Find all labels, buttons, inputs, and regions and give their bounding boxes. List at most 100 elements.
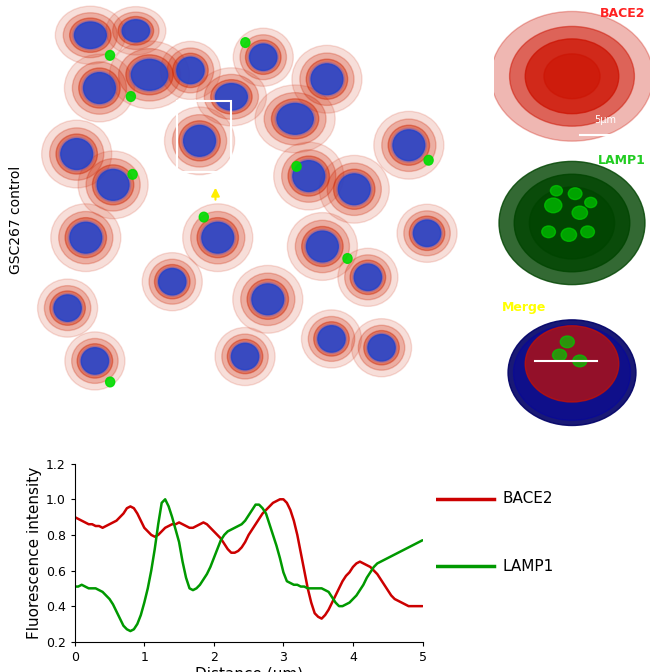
Ellipse shape [350,260,385,294]
Ellipse shape [255,85,335,153]
Ellipse shape [491,11,650,141]
Ellipse shape [272,99,318,139]
Ellipse shape [200,212,209,222]
Ellipse shape [42,120,112,188]
Ellipse shape [183,126,216,157]
Ellipse shape [159,269,186,295]
Ellipse shape [56,134,98,174]
Ellipse shape [172,115,227,167]
Ellipse shape [54,295,81,321]
Ellipse shape [308,317,355,362]
Ellipse shape [525,326,619,402]
Ellipse shape [58,212,113,264]
Ellipse shape [59,137,94,171]
Ellipse shape [525,39,619,114]
Ellipse shape [70,222,101,253]
Ellipse shape [179,121,220,161]
Ellipse shape [105,377,114,387]
X-axis label: Distance (μm): Distance (μm) [194,667,303,672]
Ellipse shape [327,163,382,216]
Ellipse shape [65,332,125,390]
Ellipse shape [149,259,196,304]
Ellipse shape [233,28,293,86]
Ellipse shape [55,6,125,65]
Ellipse shape [112,12,159,50]
Ellipse shape [182,124,217,158]
Ellipse shape [73,21,108,50]
Ellipse shape [190,212,245,264]
Ellipse shape [410,216,445,251]
Ellipse shape [318,326,345,352]
Ellipse shape [60,138,92,169]
Ellipse shape [306,59,348,99]
Ellipse shape [247,280,289,319]
Ellipse shape [126,55,173,95]
Ellipse shape [202,222,234,253]
Y-axis label: Fluorescence intensity: Fluorescence intensity [27,466,42,639]
Ellipse shape [74,22,106,48]
Ellipse shape [200,220,235,255]
Ellipse shape [292,161,301,171]
Ellipse shape [508,320,636,425]
Ellipse shape [96,168,131,202]
Text: GSC267 control: GSC267 control [9,166,23,274]
Ellipse shape [240,273,295,325]
Ellipse shape [354,264,382,290]
Ellipse shape [49,128,104,180]
Ellipse shape [72,62,127,114]
Ellipse shape [122,19,150,42]
Ellipse shape [161,42,220,99]
Ellipse shape [204,75,259,120]
Ellipse shape [572,206,588,219]
Ellipse shape [311,64,343,95]
Ellipse shape [44,286,91,331]
Ellipse shape [338,174,370,205]
Ellipse shape [215,327,275,386]
Ellipse shape [424,155,433,165]
Ellipse shape [552,349,567,361]
Text: LAMP1: LAMP1 [502,558,553,574]
Ellipse shape [352,319,411,377]
Ellipse shape [80,346,110,376]
Ellipse shape [397,204,457,262]
Ellipse shape [68,220,103,255]
Ellipse shape [63,13,118,58]
Ellipse shape [252,284,284,314]
Ellipse shape [317,325,346,353]
Ellipse shape [314,322,349,356]
Ellipse shape [131,59,168,90]
Ellipse shape [300,53,354,106]
Ellipse shape [78,151,148,219]
Ellipse shape [287,212,358,280]
Ellipse shape [83,73,116,103]
Ellipse shape [292,45,362,113]
Ellipse shape [118,17,153,45]
Ellipse shape [344,255,391,300]
Text: BACE2: BACE2 [502,491,552,507]
Ellipse shape [128,169,137,179]
Ellipse shape [338,248,398,306]
Ellipse shape [274,142,344,210]
Ellipse shape [544,54,600,99]
Ellipse shape [364,331,399,365]
Ellipse shape [374,112,444,179]
Ellipse shape [105,50,114,60]
Ellipse shape [50,291,85,325]
Ellipse shape [38,279,98,337]
Ellipse shape [129,58,170,92]
Ellipse shape [77,344,112,378]
Ellipse shape [302,226,343,267]
Ellipse shape [585,198,597,208]
Ellipse shape [343,253,352,263]
Ellipse shape [109,41,190,109]
Ellipse shape [176,56,205,85]
Ellipse shape [281,150,336,202]
Ellipse shape [121,19,151,43]
Ellipse shape [545,198,562,213]
Ellipse shape [70,18,111,52]
Text: BACE2: BACE2 [600,7,645,20]
Ellipse shape [560,336,575,347]
Ellipse shape [164,107,235,175]
Ellipse shape [561,228,577,241]
Ellipse shape [573,355,587,367]
